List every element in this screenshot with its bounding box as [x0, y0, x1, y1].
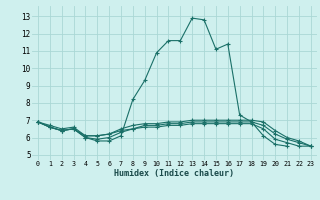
- X-axis label: Humidex (Indice chaleur): Humidex (Indice chaleur): [115, 169, 234, 178]
